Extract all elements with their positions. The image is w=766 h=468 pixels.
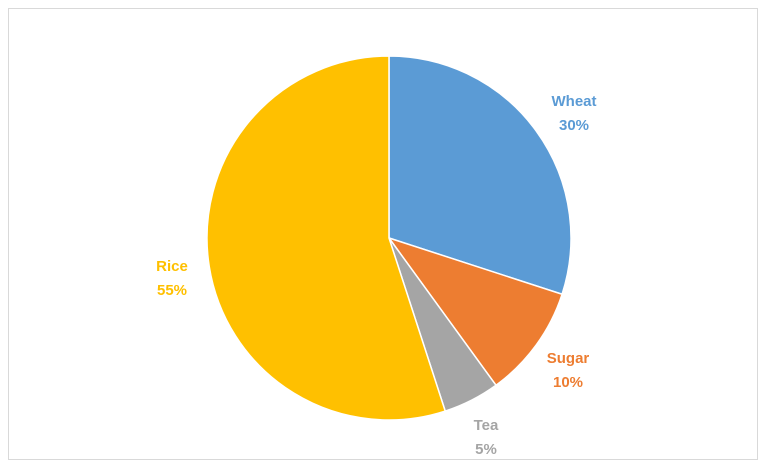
category-label-tea: Tea [474,417,499,434]
pie-slice-wheat [388,55,572,296]
value-label-sugar: 10% [553,374,583,391]
category-label-sugar: Sugar [547,350,590,367]
pie-labels: Wheat 30% Sugar 10% Tea 5% Rice 55% [156,93,596,458]
value-label-wheat: 30% [559,117,589,134]
category-label-wheat: Wheat [552,93,597,110]
pie-slices [206,55,572,421]
value-label-rice: 55% [157,282,187,299]
pie-slice-sugar [387,236,564,387]
pie-slice-rice [206,55,447,421]
value-label-tea: 5% [475,441,497,458]
category-label-rice: Rice [156,258,188,275]
